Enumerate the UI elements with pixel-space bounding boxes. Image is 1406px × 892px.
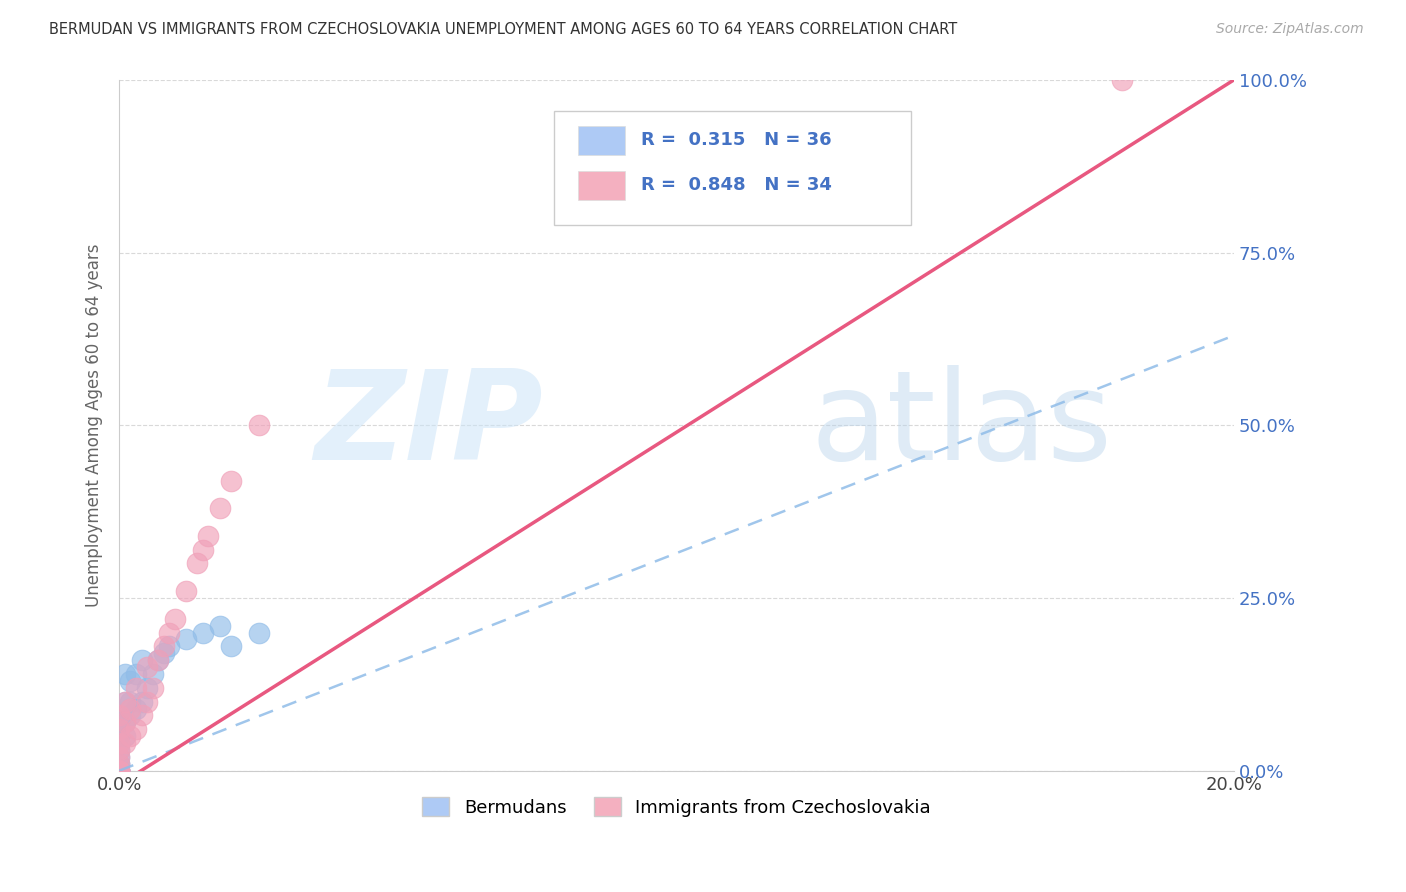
Point	[114, 715, 136, 730]
Point	[125, 701, 148, 715]
Point	[114, 729, 136, 743]
Point	[131, 653, 153, 667]
Point	[108, 764, 131, 778]
Point	[108, 736, 131, 750]
Point	[186, 557, 208, 571]
Point	[191, 542, 214, 557]
Point	[159, 640, 181, 654]
Point	[142, 667, 165, 681]
Point	[108, 764, 131, 778]
Point	[125, 723, 148, 737]
Point	[163, 612, 186, 626]
Y-axis label: Unemployment Among Ages 60 to 64 years: Unemployment Among Ages 60 to 64 years	[86, 244, 103, 607]
Point	[108, 764, 131, 778]
Point	[108, 723, 131, 737]
Point	[114, 667, 136, 681]
Point	[247, 418, 270, 433]
Point	[108, 708, 131, 723]
Text: ZIP: ZIP	[314, 365, 543, 486]
FancyBboxPatch shape	[554, 112, 911, 225]
Point	[125, 681, 148, 695]
Point	[108, 764, 131, 778]
Text: BERMUDAN VS IMMIGRANTS FROM CZECHOSLOVAKIA UNEMPLOYMENT AMONG AGES 60 TO 64 YEAR: BERMUDAN VS IMMIGRANTS FROM CZECHOSLOVAK…	[49, 22, 957, 37]
Point	[125, 667, 148, 681]
Point	[120, 673, 142, 688]
Point	[208, 618, 231, 632]
Point	[120, 695, 142, 709]
Point	[114, 715, 136, 730]
Point	[148, 653, 170, 667]
Point	[108, 756, 131, 771]
Point	[191, 625, 214, 640]
Text: atlas: atlas	[810, 365, 1112, 486]
Text: R =  0.848   N = 34: R = 0.848 N = 34	[641, 176, 832, 194]
Point	[120, 708, 142, 723]
Point	[108, 764, 131, 778]
Point	[108, 756, 131, 771]
Bar	[578, 127, 626, 155]
Point	[108, 756, 131, 771]
Point	[120, 729, 142, 743]
Point	[219, 640, 242, 654]
Point	[197, 529, 219, 543]
Point	[208, 501, 231, 516]
Point	[131, 695, 153, 709]
Point	[108, 723, 131, 737]
Text: Source: ZipAtlas.com: Source: ZipAtlas.com	[1216, 22, 1364, 37]
Point	[108, 750, 131, 764]
Point	[148, 653, 170, 667]
Point	[1111, 73, 1133, 87]
Point	[108, 764, 131, 778]
Point	[108, 729, 131, 743]
Point	[108, 743, 131, 757]
Point	[114, 695, 136, 709]
Legend: Bermudans, Immigrants from Czechoslovakia: Bermudans, Immigrants from Czechoslovaki…	[415, 790, 938, 824]
Text: R =  0.315   N = 36: R = 0.315 N = 36	[641, 131, 831, 149]
Point	[136, 681, 159, 695]
Point	[108, 764, 131, 778]
Point	[108, 715, 131, 730]
Point	[136, 695, 159, 709]
Point	[159, 625, 181, 640]
Point	[120, 701, 142, 715]
Point	[153, 640, 176, 654]
Point	[108, 750, 131, 764]
Point	[108, 764, 131, 778]
Point	[247, 625, 270, 640]
Point	[108, 736, 131, 750]
Point	[108, 743, 131, 757]
Point	[108, 764, 131, 778]
Point	[108, 764, 131, 778]
Bar	[578, 171, 626, 200]
Point	[114, 736, 136, 750]
Point	[131, 708, 153, 723]
Point	[174, 632, 197, 647]
Point	[153, 646, 176, 660]
Point	[142, 681, 165, 695]
Point	[174, 584, 197, 599]
Point	[136, 660, 159, 674]
Point	[219, 474, 242, 488]
Point	[108, 764, 131, 778]
Point	[114, 695, 136, 709]
Point	[108, 764, 131, 778]
